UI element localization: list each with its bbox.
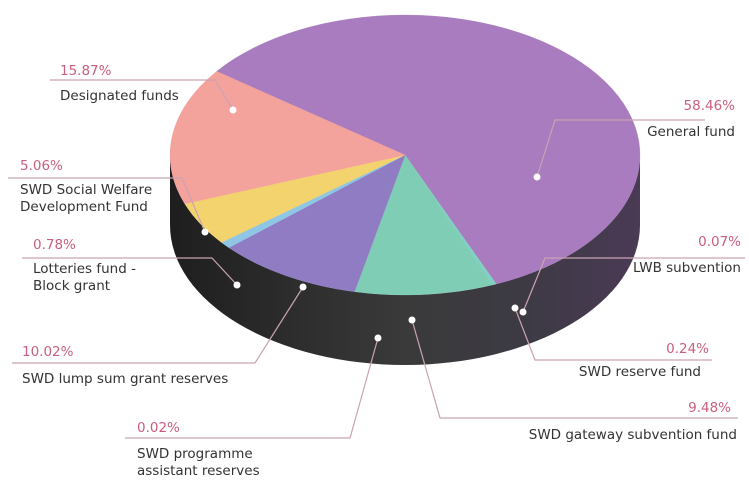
leader-dot [233,281,241,289]
slice-label: SWD reserve fund [578,364,701,380]
leader-line [536,119,705,178]
leader-line [514,307,712,361]
leader-dot [408,316,416,324]
value-label: 0.07% [698,234,741,250]
slice-label: SWD Social Welfare Development Fund [20,182,153,215]
value-label: 15.87% [60,63,112,79]
slice-label: LWB subvention [632,260,741,276]
leader-line [8,177,206,233]
leader-dot [533,173,541,181]
leader-dot [519,308,527,316]
leader-dot [229,106,237,114]
value-label: 0.02% [137,420,180,436]
slice-label: SWD gateway subvention fund [528,427,737,443]
leader-line [50,79,234,111]
value-label: 9.48% [688,400,731,416]
slice-label: SWD programme assistant reserves [137,446,260,479]
slice-label: Designated funds [60,88,179,104]
pie-slice [169,71,406,205]
slice-label: SWD lump sum grant reserves [22,371,229,387]
pie-slice [354,154,493,296]
leader-dot [201,228,209,236]
value-label: 10.02% [22,344,74,360]
leader-line [12,286,304,364]
value-label: 0.78% [33,237,76,253]
pie-slice [228,154,406,292]
leader-dot [299,283,307,291]
value-label: 58.46% [683,98,735,114]
slice-label: General fund [647,124,735,140]
value-label: 0.24% [666,341,709,357]
slice-label: Lotteries fund - Block grant [33,261,136,294]
leader-line [22,257,238,286]
leader-line [125,337,379,439]
leader-dot [374,334,382,342]
leader-dot [511,304,519,312]
leader-line [411,319,738,419]
value-label: 5.06% [20,158,63,174]
leader-line [522,257,745,313]
pie-slice [216,14,641,285]
